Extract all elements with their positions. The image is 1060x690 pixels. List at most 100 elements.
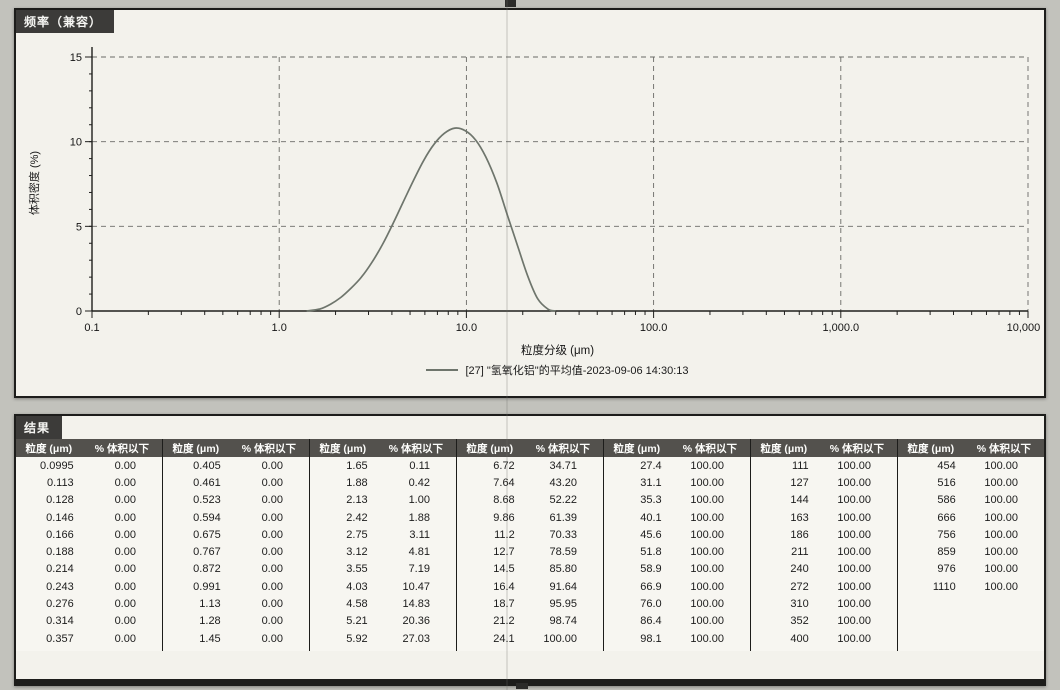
percent-value: 100.00 [837, 546, 871, 559]
col-header-percent: % 体积以下 [94, 442, 149, 455]
table-row: 211 100.00 [751, 543, 897, 560]
x-tick-label: 1,000.0 [822, 322, 859, 334]
percent-value: 100.00 [837, 563, 871, 576]
table-row: 666 100.00 [898, 509, 1044, 526]
table-header-row: 粒度 (μm) % 体积以下 [16, 439, 162, 457]
chart-canvas: 0.1 1.0 10.0 100.0 1,000.0 10,000.0 0 5 10 15 [70, 47, 1049, 334]
percent-value: 0.00 [114, 632, 136, 645]
percent-value: 14.83 [402, 598, 430, 611]
table-row: 3.12 4.81 [310, 543, 456, 560]
table-row: 40.1 100.00 [604, 509, 750, 526]
size-value: 21.2 [493, 615, 515, 628]
percent-value: 52.22 [549, 494, 577, 507]
percent-value: 0.00 [114, 563, 136, 576]
percent-value: 20.36 [402, 615, 430, 628]
size-value: 2.75 [346, 528, 368, 541]
legend-label: [27] "氢氧化铝"的平均值-2023-09-06 14:30:13 [465, 365, 689, 377]
table-row: 1.13 0.00 [163, 595, 309, 612]
table-row: 31.1 100.00 [604, 474, 750, 491]
percent-value: 100.00 [984, 563, 1018, 576]
table-row: 98.1 100.00 [604, 630, 750, 647]
table-row: 3.55 7.19 [310, 561, 456, 578]
size-value: 0.523 [193, 494, 221, 507]
results-panel-title: 结果 [16, 416, 63, 439]
percent-value: 100.00 [690, 476, 724, 489]
size-value: 35.3 [640, 494, 662, 507]
table-row: 0.188 0.00 [16, 543, 162, 560]
table-row: 51.8 100.00 [604, 543, 750, 560]
table-column-group: 粒度 (μm) % 体积以下 454 100.00 516 100.00 586 100.00… [898, 439, 1044, 651]
col-header-percent: % 体积以下 [829, 442, 884, 455]
table-column-group: 粒度 (μm) % 体积以下 111 100.00 127 100.00 144 100.00… [751, 439, 898, 651]
table-header-row: 粒度 (μm) % 体积以下 [604, 439, 750, 457]
size-value: 98.1 [640, 632, 662, 645]
percent-value: 100.00 [690, 632, 724, 645]
percent-value: 100.00 [690, 598, 724, 611]
table-row: 86.4 100.00 [604, 613, 750, 630]
size-value: 7.64 [493, 476, 515, 489]
chart-panel-title: 频率（兼容） [16, 10, 115, 33]
table-row: 4.58 14.83 [310, 595, 456, 612]
x-tick-label: 100.0 [640, 322, 668, 334]
size-value: 0.188 [46, 546, 74, 559]
table-row: 18.7 95.95 [457, 595, 603, 612]
table-row: 0.243 0.00 [16, 578, 162, 595]
size-value: 2.42 [346, 511, 368, 524]
percent-value: 98.74 [549, 615, 577, 628]
table-row: 0.276 0.00 [16, 595, 162, 612]
percent-value: 100.00 [837, 632, 871, 645]
percent-value: 0.00 [261, 511, 283, 524]
col-header-percent: % 体积以下 [241, 442, 296, 455]
size-value: 144 [790, 494, 809, 507]
percent-value: 0.00 [114, 476, 136, 489]
percent-value: 91.64 [549, 580, 577, 593]
percent-value: 100.00 [984, 528, 1018, 541]
percent-value: 1.00 [408, 494, 430, 507]
percent-value: 0.00 [261, 546, 283, 559]
table-column-group: 粒度 (μm) % 体积以下 1.65 0.11 1.88 0.42 2.13 1.00 2.4… [310, 439, 457, 651]
size-value: 0.675 [193, 528, 221, 541]
table-row: 1.45 0.00 [163, 630, 309, 647]
y-tick-label: 15 [70, 52, 82, 64]
table-column-group: 粒度 (μm) % 体积以下 6.72 34.71 7.64 43.20 8.68 52.22… [457, 439, 604, 651]
col-header-size: 粒度 (μm) [613, 442, 661, 455]
table-header-row: 粒度 (μm) % 体积以下 [310, 439, 456, 457]
table-row: 0.357 0.00 [16, 630, 162, 647]
size-value: 0.594 [193, 511, 221, 524]
table-row: 45.6 100.00 [604, 526, 750, 543]
percent-value: 100.00 [984, 476, 1018, 489]
col-header-percent: % 体积以下 [535, 442, 590, 455]
percent-value: 0.42 [408, 476, 430, 489]
table-row: 1.65 0.11 [310, 457, 456, 474]
table-row: 0.166 0.00 [16, 526, 162, 543]
percent-value: 0.11 [409, 459, 430, 472]
size-value: 11.2 [494, 528, 515, 541]
size-value: 0.0995 [40, 459, 74, 472]
percent-value: 0.00 [261, 615, 283, 628]
col-header-size: 粒度 (μm) [172, 442, 220, 455]
table-row: 310 100.00 [751, 595, 897, 612]
scan-registration-mark-bottom [516, 683, 528, 689]
percent-value: 100.00 [837, 598, 871, 611]
percent-value: 100.00 [690, 546, 724, 559]
size-value: 40.1 [640, 511, 662, 524]
percent-value: 0.00 [114, 494, 136, 507]
size-value: 3.12 [346, 546, 368, 559]
table-row: 0.405 0.00 [163, 457, 309, 474]
table-row: 0.0995 0.00 [16, 457, 162, 474]
percent-value: 100.00 [690, 511, 724, 524]
table-row: 0.461 0.00 [163, 474, 309, 491]
table-row: 516 100.00 [898, 474, 1044, 491]
table-row: 1.28 0.00 [163, 613, 309, 630]
percent-value: 100.00 [837, 511, 871, 524]
table-row: 976 100.00 [898, 561, 1044, 578]
percent-value: 85.80 [549, 563, 577, 576]
percent-value: 34.71 [549, 459, 577, 472]
size-value: 352 [790, 615, 809, 628]
size-value: 0.166 [46, 528, 74, 541]
percent-value: 0.00 [261, 632, 283, 645]
size-value: 31.1 [640, 476, 662, 489]
results-table: 粒度 (μm) % 体积以下 0.0995 0.00 0.113 0.00 0.128 0.0… [16, 439, 1044, 651]
table-row: 0.146 0.00 [16, 509, 162, 526]
percent-value: 0.00 [114, 511, 136, 524]
